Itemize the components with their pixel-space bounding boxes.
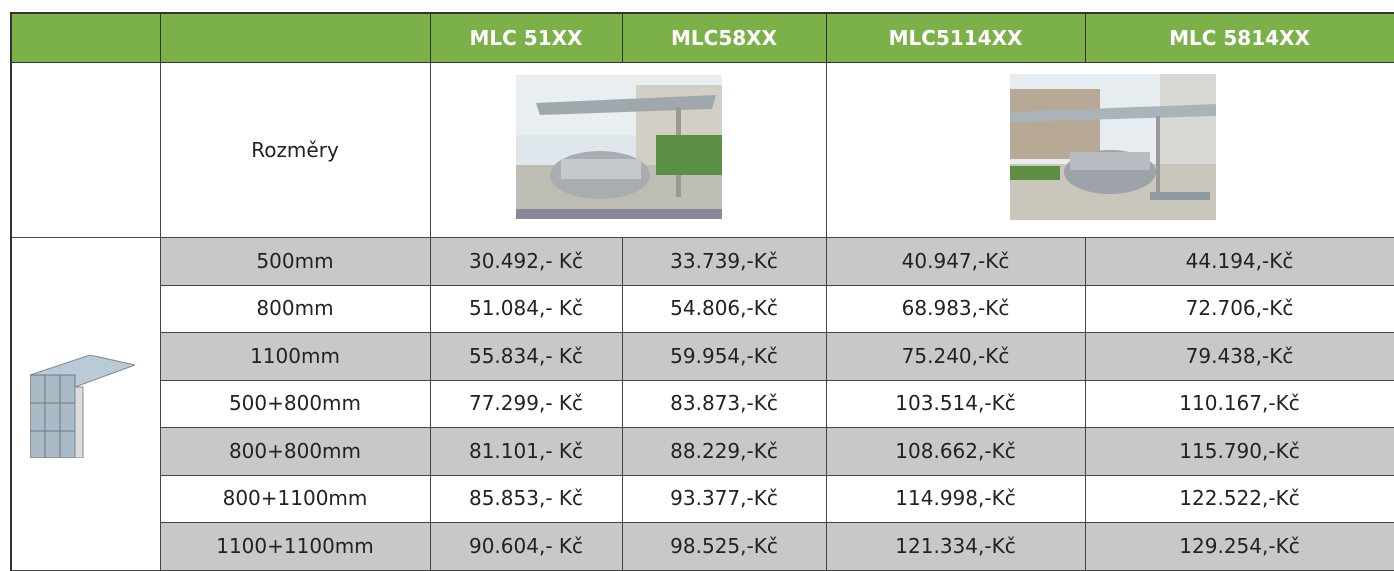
price-cell: 33.739,-Kč: [622, 237, 827, 286]
price-table: 129.254,-Kč121.334,-Kč98.525,-Kč90.604,-…: [0, 0, 1394, 571]
size-cell: 500mm: [160, 237, 431, 286]
carport-photo: [516, 75, 722, 219]
carport-photo: [1010, 74, 1216, 220]
price-cell: 110.167,-Kč: [1085, 380, 1394, 429]
empty-cell: [10, 62, 161, 238]
price-cell: 75.240,-Kč: [826, 332, 1086, 381]
price-cell: 55.834,- Kč: [430, 332, 623, 381]
price-cell: 129.254,-Kč: [1085, 522, 1394, 571]
price-cell: 108.662,-Kč: [826, 427, 1086, 476]
price-cell: 93.377,-Kč: [622, 475, 827, 524]
size-cell: 500+800mm: [160, 380, 431, 429]
price-cell: 54.806,-Kč: [622, 285, 827, 334]
dimension-label: Rozměry: [160, 62, 431, 238]
price-cell: 85.853,- Kč: [430, 475, 623, 524]
price-cell: 77.299,- Kč: [430, 380, 623, 429]
price-cell: 88.229,-Kč: [622, 427, 827, 476]
size-cell: 800+800mm: [160, 427, 431, 476]
price-cell: 44.194,-Kč: [1085, 237, 1394, 286]
price-cell: 81.101,- Kč: [430, 427, 623, 476]
price-cell: 72.706,-Kč: [1085, 285, 1394, 334]
price-cell: 40.947,-Kč: [826, 237, 1086, 286]
header-cell: [10, 12, 161, 63]
size-cell: 1100mm: [160, 332, 431, 381]
header-cell: [160, 12, 431, 63]
price-cell: 122.522,-Kč: [1085, 475, 1394, 524]
price-cell: 98.525,-Kč: [622, 522, 827, 571]
price-cell: 90.604,- Kč: [430, 522, 623, 571]
price-cell: 83.873,-Kč: [622, 380, 827, 429]
price-cell: 68.983,-Kč: [826, 285, 1086, 334]
size-cell: 800mm: [160, 285, 431, 334]
column-header: MLC5114XX: [826, 12, 1086, 63]
price-cell: 114.998,-Kč: [826, 475, 1086, 524]
column-header: MLC 5814XX: [1085, 12, 1394, 63]
price-cell: 103.514,-Kč: [826, 380, 1086, 429]
price-cell: 30.492,- Kč: [430, 237, 623, 286]
column-header: MLC 51XX: [430, 12, 623, 63]
price-cell: 59.954,-Kč: [622, 332, 827, 381]
size-cell: 1100+1100mm: [160, 522, 431, 571]
roof-panel-icon: [30, 355, 135, 458]
column-header: MLC58XX: [622, 12, 827, 63]
price-cell: 121.334,-Kč: [826, 522, 1086, 571]
size-cell: 800+1100mm: [160, 475, 431, 524]
price-cell: 115.790,-Kč: [1085, 427, 1394, 476]
price-cell: 79.438,-Kč: [1085, 332, 1394, 381]
price-cell: 51.084,- Kč: [430, 285, 623, 334]
